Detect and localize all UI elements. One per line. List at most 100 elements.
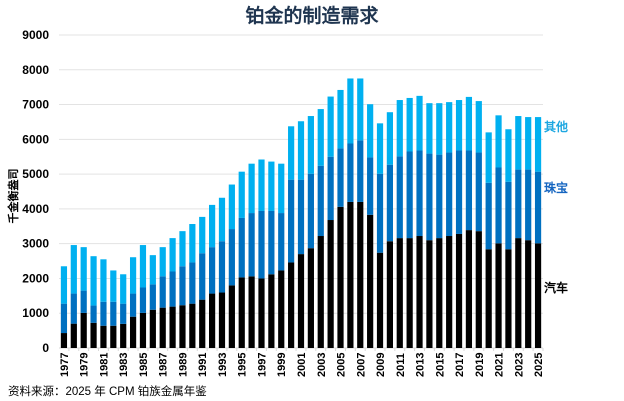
bar-segment [110, 325, 117, 348]
bar-segment [307, 116, 314, 174]
bar-segment [396, 156, 403, 239]
bar-segment [278, 213, 285, 271]
y-tick-label: 7000 [22, 98, 49, 112]
bar-segment [386, 241, 393, 348]
bar-segment [406, 151, 413, 239]
bar-segment [525, 117, 532, 170]
bar-segment [238, 171, 245, 218]
bar-segment [60, 333, 68, 348]
bar-segment [209, 204, 216, 248]
bar-stack-1993 [218, 197, 226, 348]
bar-segment [169, 271, 176, 307]
y-tick-label: 4000 [22, 202, 49, 216]
bar-segment [278, 270, 285, 348]
bar-segment [426, 240, 433, 348]
bar-segment [169, 238, 176, 272]
x-tick-label: 2011 [395, 353, 407, 377]
bar-segment [209, 247, 216, 294]
bar-segment [218, 292, 226, 348]
x-tick-label: 2007 [355, 353, 367, 377]
y-tick-label: 9000 [22, 28, 49, 42]
bar-segment [258, 278, 265, 348]
bar-segment [436, 103, 443, 155]
bar-stack-1980 [90, 256, 97, 348]
bar-segment [169, 306, 176, 348]
bar-segment [129, 316, 137, 348]
y-tick-label: 1000 [22, 306, 49, 320]
bar-segment [426, 103, 433, 154]
bar-segment [357, 78, 364, 141]
bar-segment [90, 322, 97, 348]
bar-segment [159, 247, 166, 277]
bar-stack-2015 [436, 103, 443, 348]
bar-segment [60, 303, 68, 334]
x-axis-ticks: 1977 1979 1981 1983 1985 1987 1989 1991 1993 1995… [59, 348, 545, 377]
bar-stack-1998 [268, 161, 275, 348]
x-tick-label: 1987 [158, 353, 170, 377]
bar-segment [218, 241, 226, 293]
bar-stack-2018 [465, 96, 473, 348]
bar-segment [495, 115, 502, 168]
bar-segment [60, 266, 68, 304]
x-tick-label: 2013 [415, 353, 427, 377]
x-tick-label: 2005 [336, 353, 348, 377]
bar-segment [396, 100, 403, 157]
bar-segment [297, 254, 305, 348]
bar-segment [90, 305, 97, 323]
bar-segment [525, 240, 532, 348]
bar-segment [307, 173, 314, 249]
bar-segment [238, 217, 245, 278]
bar-segment [189, 224, 196, 263]
bar-stack-2003 [317, 109, 324, 348]
bar-stack-1988 [169, 238, 176, 348]
bar-segment [288, 179, 295, 263]
bar-segment [465, 150, 473, 231]
bar-segment [307, 248, 314, 348]
bar-stack-1996 [248, 163, 255, 348]
bar-segment [495, 243, 502, 348]
bar-stack-1978 [70, 245, 77, 348]
bar-segment [288, 126, 295, 180]
bar-stack-1981 [100, 259, 107, 348]
bar-segment [376, 252, 384, 348]
bar-segment [149, 284, 156, 310]
bar-segment [228, 285, 235, 348]
bar-stack-2025 [534, 117, 542, 348]
bar-stack-2022 [505, 129, 512, 348]
bar-stack-2021 [495, 115, 502, 348]
bar-segment [179, 231, 186, 267]
x-tick-label: 2015 [434, 353, 446, 377]
bar-stack-2016 [446, 102, 453, 348]
bar-segment [347, 201, 354, 348]
bar-segment [209, 293, 216, 348]
bar-stack-2008 [367, 104, 374, 348]
bar-segment [495, 167, 502, 244]
x-tick-label: 1989 [177, 353, 189, 377]
bar-segment [139, 287, 147, 313]
bar-segment [505, 249, 512, 348]
x-tick-label: 2025 [533, 353, 545, 377]
bar-segment [70, 293, 77, 324]
x-tick-label: 1981 [98, 353, 110, 377]
bar-segment [100, 259, 107, 302]
bar-segment [327, 156, 334, 221]
bar-stack-2005 [337, 89, 344, 348]
y-tick-label: 3000 [22, 237, 49, 251]
bar-segment [485, 132, 492, 183]
bar-stack-1977 [60, 266, 68, 348]
bar-stack-1997 [258, 159, 265, 348]
bar-segment [179, 266, 186, 306]
bar-segment [436, 238, 443, 348]
x-tick-label: 1977 [59, 353, 71, 377]
bar-stack-2011 [396, 100, 403, 348]
bar-segment [248, 213, 255, 277]
x-tick-label: 1991 [197, 353, 209, 377]
bar-segment [386, 164, 393, 242]
bar-segment [446, 152, 453, 237]
bar-segment [515, 116, 522, 170]
bar-segment [268, 210, 275, 275]
bar-segment [534, 243, 542, 348]
bar-segment [416, 95, 423, 151]
